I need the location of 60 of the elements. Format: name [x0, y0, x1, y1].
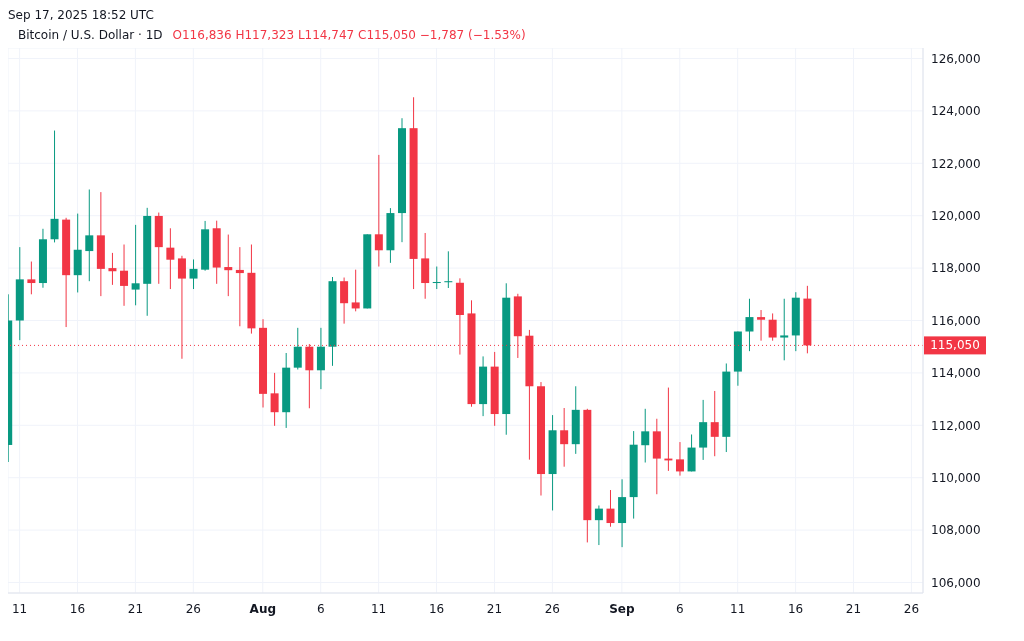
y-tick-label: 106,000	[931, 575, 981, 590]
x-tick-label: 26	[903, 602, 920, 616]
candlestick	[293, 327, 302, 370]
candlestick	[108, 252, 117, 286]
x-tick-label: Sep	[609, 602, 635, 616]
x-tick-label: 6	[316, 602, 325, 616]
candlestick	[560, 407, 569, 468]
x-tick-label: 26	[544, 602, 561, 616]
candlestick	[166, 227, 175, 290]
x-tick-label: 26	[185, 602, 201, 616]
ref-line-label: 115,050	[930, 338, 980, 353]
candlestick	[687, 433, 696, 472]
candlestick	[745, 298, 754, 352]
candlestick	[594, 504, 603, 546]
candlestick	[224, 234, 233, 297]
y-tick-label: 120,000	[931, 208, 981, 223]
candlestick	[316, 327, 325, 390]
x-tick-label: 11	[730, 602, 746, 616]
y-tick-label: 124,000	[931, 104, 981, 119]
x-tick-label: 11	[370, 602, 387, 616]
candlestick	[768, 312, 777, 342]
candlestick	[270, 372, 279, 427]
y-tick-label: 122,000	[931, 156, 981, 171]
candlestick	[757, 309, 766, 342]
candlestick	[374, 154, 383, 268]
candlestick	[710, 390, 719, 457]
candlestick	[85, 188, 94, 282]
x-tick-label: Aug	[249, 602, 277, 616]
x-tick-label: 11	[11, 602, 28, 616]
x-tick-label: 21	[845, 602, 862, 616]
x-tick-label: 21	[127, 602, 144, 616]
x-tick-label: 6	[675, 602, 684, 616]
candlestick	[444, 250, 453, 289]
x-tick-label: 16	[428, 602, 445, 616]
y-tick-label: 112,000	[931, 418, 981, 433]
y-tick-label: 116,000	[931, 313, 981, 328]
candlestick	[131, 224, 140, 306]
candlestick	[189, 258, 198, 290]
y-tick-label: 118,000	[931, 261, 981, 276]
candlestick	[606, 489, 615, 528]
text: Sep 17, 2025 18:52 UTC	[8, 8, 155, 24]
y-tick-label: 126,000	[931, 51, 981, 66]
y-tick-label: 110,000	[931, 470, 981, 485]
candlestick	[50, 130, 59, 243]
candlestick	[27, 261, 36, 295]
candlestick	[641, 408, 650, 464]
candlestick	[675, 441, 684, 477]
y-tick-label: 108,000	[931, 523, 981, 538]
candlestick	[780, 298, 789, 361]
x-tick-label: 21	[486, 602, 503, 616]
chart-subtitle: O116,836 H117,323 L114,747 C115,050 −1,787 (−1.53%)	[172, 28, 526, 42]
candlestick	[432, 266, 441, 290]
y-tick-label: 114,000	[931, 366, 981, 381]
candlestick	[351, 269, 360, 312]
x-tick-label: 16	[69, 602, 86, 616]
candlestick	[120, 244, 129, 307]
candlestick	[340, 277, 349, 325]
candlestick	[235, 246, 244, 327]
x-tick-label: 16	[787, 602, 804, 616]
chart-title: Bitcoin / U.S. Dollar · 1D	[18, 28, 163, 42]
